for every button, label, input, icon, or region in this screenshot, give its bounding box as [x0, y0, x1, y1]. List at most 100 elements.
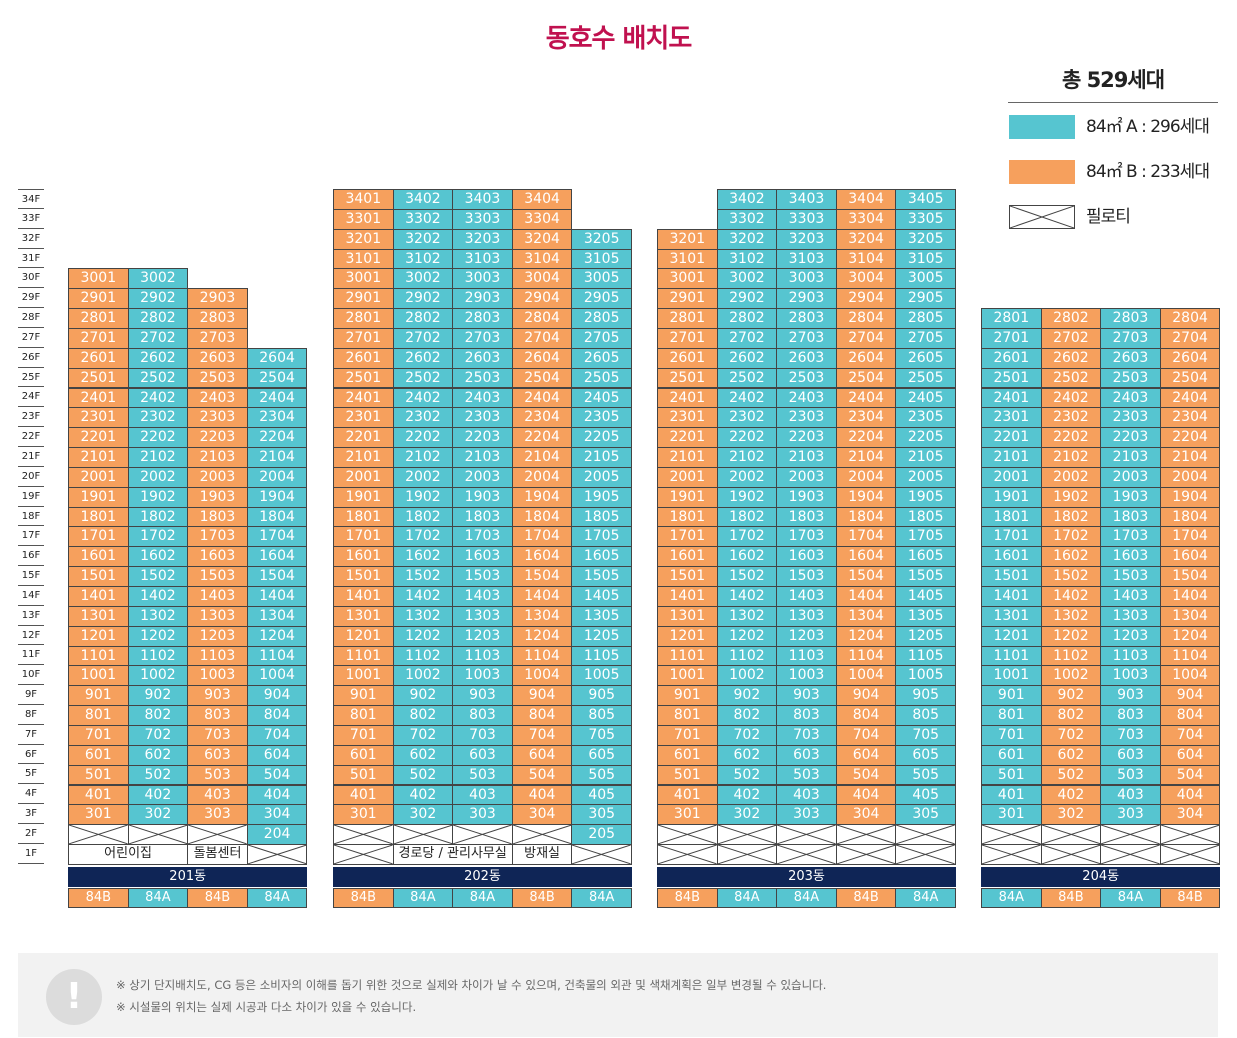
unit-cell: 402	[127, 784, 189, 806]
unit-cell: 2801	[68, 308, 129, 329]
unit-cell: 1503	[1100, 566, 1161, 587]
legend-swatch-a	[1009, 115, 1075, 139]
unit-cell: 1004	[511, 665, 573, 687]
unit-cell: 3403	[452, 189, 513, 210]
unit-cell: 1604	[246, 546, 308, 568]
unit-cell: 2904	[835, 288, 897, 310]
unit-cell: 3201	[657, 228, 718, 250]
unit-cell: 1705	[571, 526, 632, 548]
unit-cell: 1403	[1100, 586, 1161, 607]
unit-cell: 1803	[1100, 506, 1161, 528]
unit-cell: 602	[392, 744, 454, 766]
legend: 총 529세대 84㎡ A : 296세대 84㎡ B : 233세대 필로티	[1008, 64, 1218, 238]
unit-cell: 2903	[452, 288, 513, 310]
unit-cell: 904	[835, 685, 897, 707]
unit-cell: 1103	[1100, 645, 1161, 667]
unit-cell: 1905	[571, 486, 632, 508]
unit-cell: 903	[776, 685, 837, 707]
unit-cell: 3005	[895, 268, 956, 290]
unit-cell: 905	[571, 685, 632, 707]
unit-cell: 1702	[392, 526, 454, 548]
unit-cell: 504	[835, 764, 897, 786]
building-name: 201동	[68, 867, 308, 887]
unit-cell: 1404	[835, 586, 897, 607]
legend-row-piloti: 필로티	[1008, 193, 1218, 238]
unit-cell: 403	[776, 784, 837, 806]
unit-cell: 1805	[571, 506, 632, 528]
unit-cell: 601	[981, 744, 1042, 766]
unit-type-label: 84A	[452, 888, 513, 908]
unit-cell: 1202	[392, 625, 454, 647]
unit-cell: 1502	[392, 566, 454, 587]
unit-cell: 901	[981, 685, 1042, 707]
unit-type-label: 84B	[511, 888, 573, 908]
unit-cell: 2605	[895, 347, 956, 369]
unit-cell: 1505	[895, 566, 956, 587]
unit-cell: 2305	[895, 407, 956, 429]
unit-cell: 3103	[776, 248, 837, 270]
unit-cell: 902	[716, 685, 778, 707]
unit-cell: 1002	[716, 665, 778, 687]
unit-cell: 1802	[716, 506, 778, 528]
unit-cell: 2602	[716, 347, 778, 369]
unit-cell: 304	[511, 804, 573, 826]
unit-cell: 2802	[127, 308, 189, 329]
unit-cell: 2701	[68, 327, 129, 349]
unit-cell: 2803	[776, 308, 837, 329]
legend-row-b: 84㎡ B : 233세대	[1008, 148, 1218, 193]
floor-label: 22F	[18, 427, 44, 447]
unit-cell: 2301	[333, 407, 394, 429]
unit-cell: 2102	[392, 447, 454, 468]
unit-cell: 1304	[835, 605, 897, 627]
unit-cell: 1802	[1040, 506, 1102, 528]
unit-cell: 2501	[68, 367, 129, 389]
unit-cell: 1603	[187, 546, 248, 568]
unit-cell: 1705	[895, 526, 956, 548]
unit-cell: 402	[716, 784, 778, 806]
unit-cell: 2702	[127, 327, 189, 349]
building-name: 202동	[333, 867, 632, 887]
unit-cell: 2703	[1100, 327, 1161, 349]
floor-label: 2F	[18, 824, 44, 844]
unit-cell: 903	[1100, 685, 1161, 707]
unit-cell: 1702	[716, 526, 778, 548]
legend-label-a: 84㎡ A : 296세대	[1086, 117, 1210, 137]
unit-cell: 2103	[452, 447, 513, 468]
unit-cell: 604	[835, 744, 897, 766]
exclamation-icon: !	[46, 969, 102, 1025]
unit-cell: 205	[571, 824, 632, 846]
unit-cell: 3004	[835, 268, 897, 290]
unit-cell: 403	[1100, 784, 1161, 806]
unit-cell: 1903	[776, 486, 837, 508]
unit-cell: 1605	[895, 546, 956, 568]
floor-label: 3F	[18, 804, 44, 824]
unit-cell: 1002	[127, 665, 189, 687]
unit-cell: 1102	[127, 645, 189, 667]
unit-cell: 402	[392, 784, 454, 806]
unit-cell: 2303	[187, 407, 248, 429]
unit-cell: 2404	[246, 387, 308, 409]
unit-cell: 1803	[452, 506, 513, 528]
unit-cell: 504	[511, 764, 573, 786]
unit-cell: 2104	[246, 447, 308, 468]
piloti-cell	[776, 824, 837, 846]
unit-cell: 2102	[716, 447, 778, 468]
unit-cell: 2401	[657, 387, 718, 409]
unit-cell: 1804	[1159, 506, 1221, 528]
unit-cell: 2401	[981, 387, 1042, 409]
unit-cell: 1701	[333, 526, 394, 548]
unit-cell: 902	[1040, 685, 1102, 707]
unit-cell: 2703	[452, 327, 513, 349]
unit-cell: 3402	[392, 189, 454, 210]
unit-cell: 2301	[68, 407, 129, 429]
unit-cell: 2401	[333, 387, 394, 409]
unit-cell: 1301	[333, 605, 394, 627]
facility-cell: 어린이집	[68, 844, 189, 865]
unit-cell: 2403	[1100, 387, 1161, 409]
unit-cell: 1201	[981, 625, 1042, 647]
unit-cell: 705	[895, 724, 956, 746]
unit-cell: 2605	[571, 347, 632, 369]
unit-cell: 801	[981, 705, 1042, 726]
piloti-cell	[1040, 844, 1102, 865]
unit-cell: 1201	[657, 625, 718, 647]
